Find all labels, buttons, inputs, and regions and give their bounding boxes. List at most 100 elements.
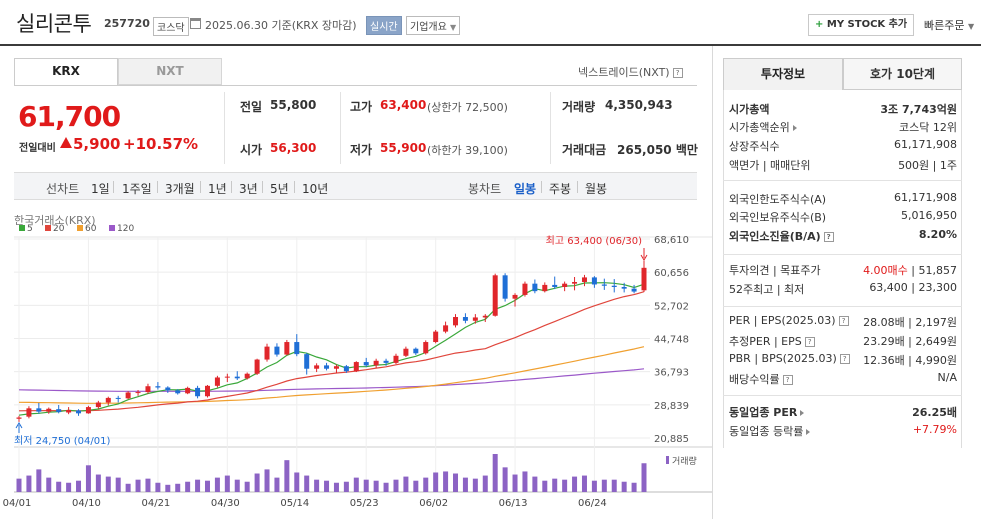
up-triangle-icon: [60, 137, 72, 148]
candle-weekly[interactable]: 주봉: [549, 182, 572, 196]
candle-body: [581, 277, 587, 282]
volume-bar: [373, 480, 379, 492]
volume-bar: [343, 481, 349, 492]
candle-body: [433, 331, 439, 343]
candle-daily[interactable]: 일봉: [514, 182, 537, 196]
info-row: 추정PER | EPS? 23.29배 | 2,649원: [729, 333, 957, 352]
period-1w[interactable]: 1주일: [122, 182, 152, 196]
candle-body: [562, 283, 568, 287]
market-badge: 코스닥: [153, 17, 189, 36]
info-key[interactable]: 시가총액순위: [729, 119, 797, 135]
volume-bar: [413, 480, 419, 492]
info-key[interactable]: 외국인소진율(B/A)?: [729, 228, 834, 244]
volume-bar: [472, 478, 478, 492]
quick-order-dropdown[interactable]: 빠른주문 ▼: [924, 17, 974, 33]
period-1d[interactable]: 1일: [91, 182, 110, 196]
info-row: 외국인보유주식수(B) 5,016,950: [729, 209, 957, 228]
candle-body: [373, 360, 379, 366]
candle-body: [324, 365, 330, 369]
info-value: 63,400 | 23,300: [869, 281, 957, 294]
candle-body: [214, 377, 220, 386]
volume-bar: [244, 481, 250, 492]
help-icon[interactable]: ?: [838, 316, 849, 326]
volume-bar: [95, 474, 101, 492]
candle-body: [224, 376, 230, 378]
volume-legend-mark: [666, 456, 669, 464]
period-10y[interactable]: 10년: [302, 182, 329, 196]
candle-body: [522, 283, 528, 295]
info-key[interactable]: 동일업종 PER: [729, 404, 805, 420]
help-icon[interactable]: ?: [804, 337, 815, 347]
help-icon[interactable]: ?: [839, 354, 850, 364]
help-icon[interactable]: ?: [823, 232, 834, 242]
candle-body: [363, 362, 369, 366]
chevron-down-icon: ▼: [450, 23, 457, 32]
info-separator: [723, 180, 962, 181]
plus-icon: +: [815, 19, 824, 30]
tab-nxt[interactable]: NXT: [118, 58, 222, 85]
calendar-icon: [190, 18, 201, 29]
open-value: 56,300: [270, 141, 317, 155]
volume-bar: [433, 472, 439, 492]
candle-monthly[interactable]: 월봉: [585, 182, 608, 196]
candle-body: [76, 410, 82, 414]
volume-bar: [26, 475, 32, 492]
price-chart[interactable]: 68,610 60,656 52,702 44,748 36,793 28,839 20,8…: [0, 200, 712, 519]
volume-bar: [175, 483, 181, 492]
candle-body: [403, 348, 409, 356]
candle-body: [135, 392, 141, 394]
info-key[interactable]: 동일업종 등락률: [729, 423, 811, 439]
my-stock-add-button[interactable]: + MY STOCK 추가: [808, 14, 915, 36]
volume-bar: [532, 476, 538, 492]
lower-limit: (하한가 39,100): [427, 144, 508, 157]
tab-orderbook[interactable]: 호가 10단계: [843, 58, 962, 90]
tab-krx[interactable]: KRX: [14, 58, 118, 85]
candle-body: [472, 317, 478, 321]
candle-body: [195, 387, 201, 397]
candle-body: [631, 288, 637, 292]
separator: [577, 181, 578, 193]
volume-bar: [16, 478, 22, 492]
period-5y[interactable]: 5년: [270, 182, 289, 196]
candle-chart-label: 봉차트: [468, 182, 502, 196]
company-overview-dropdown[interactable]: 기업개요 ▼: [406, 16, 461, 35]
candle-body: [343, 366, 349, 372]
volume-bar: [611, 479, 617, 492]
candle-body: [353, 362, 359, 372]
candle-body: [502, 275, 508, 299]
info-key[interactable]: PBR | BPS(2025.03)?: [729, 352, 850, 365]
tab-investment-info[interactable]: 투자정보: [723, 58, 843, 90]
help-icon[interactable]: ?: [782, 375, 793, 385]
realtime-button[interactable]: 실시간: [366, 16, 402, 35]
info-row: 투자의견 | 목표주가 4.00매수 | 51,857: [729, 262, 957, 281]
volume-bar: [204, 480, 210, 492]
info-key[interactable]: PER | EPS(2025.03)?: [729, 314, 849, 327]
period-1y[interactable]: 1년: [208, 182, 227, 196]
x-tick-label: 06/02: [419, 498, 448, 509]
low-value: 55,900: [380, 141, 427, 155]
header-divider: [0, 44, 981, 46]
change-value: 5,900: [73, 135, 121, 153]
info-key[interactable]: 추정PER | EPS?: [729, 333, 815, 349]
low-label: 저가: [350, 143, 373, 157]
info-key[interactable]: 배당수익률?: [729, 371, 793, 387]
candle-body: [16, 417, 22, 419]
current-price: 61,700: [18, 100, 121, 133]
candle-body: [254, 359, 260, 374]
candle-body: [383, 360, 389, 363]
volume-bar: [512, 474, 518, 492]
period-3y[interactable]: 3년: [239, 182, 258, 196]
volume-bar: [76, 480, 82, 492]
volume-bar: [145, 478, 151, 492]
quote-date: 2025.06.30 기준(KRX 장마감): [205, 17, 357, 33]
candle-body: [244, 373, 250, 379]
volume-bar: [294, 472, 300, 492]
candle-body: [125, 392, 131, 399]
tab-underline: [14, 85, 697, 86]
period-3m[interactable]: 3개월: [165, 182, 195, 196]
volume-bar: [185, 481, 191, 492]
info-row: 시가총액 3조 7,743억원: [729, 101, 957, 120]
nextrade-link[interactable]: 넥스트레이드(NXT)?: [578, 64, 683, 80]
prev-close-label: 전일: [240, 100, 263, 114]
stock-code: 257720: [104, 17, 150, 30]
